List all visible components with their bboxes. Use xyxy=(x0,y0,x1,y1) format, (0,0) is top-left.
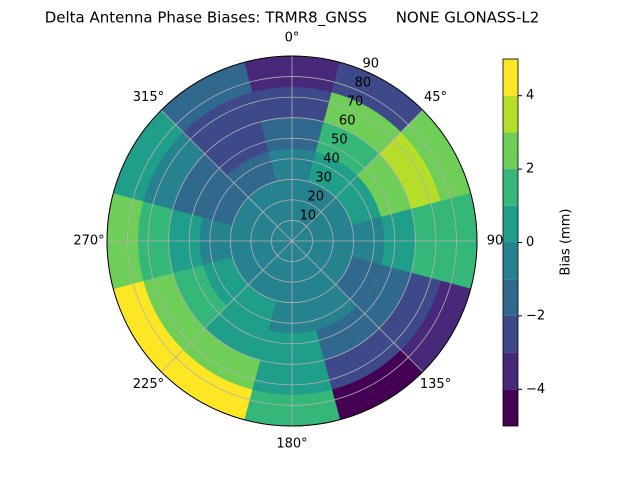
r-tick-label: 60 xyxy=(339,114,356,129)
colorbar-segment xyxy=(503,279,518,316)
colorbar-tick-label: −4 xyxy=(526,382,545,397)
polar-frame xyxy=(106,55,478,427)
colorbar-segment xyxy=(503,205,518,243)
theta-tick-label: 315° xyxy=(133,90,164,105)
colorbar-tick-label: 2 xyxy=(526,162,534,177)
grid-spoke xyxy=(160,109,293,242)
r-tick-label: 70 xyxy=(347,95,364,110)
colorbar-label: Bias (mm) xyxy=(559,209,574,276)
colorbar-tick-label: 0 xyxy=(526,235,534,250)
r-tick-label: 30 xyxy=(315,171,332,186)
theta-tick-label: 90 xyxy=(487,234,504,249)
colorbar-segment xyxy=(503,315,518,353)
chart-title: Delta Antenna Phase Biases: TRMR8_GNSS N… xyxy=(45,9,540,28)
r-tick-label: 90 xyxy=(363,57,380,72)
colorbar-tick-label: 4 xyxy=(526,88,534,103)
colorbar-segment xyxy=(503,352,518,390)
theta-tick-label: 0° xyxy=(285,31,300,46)
grid-spoke xyxy=(291,109,424,242)
colorbar-segment xyxy=(503,95,518,133)
r-tick-label: 50 xyxy=(331,133,348,148)
theta-tick-label: 225° xyxy=(133,377,164,392)
theta-tick-label: 135° xyxy=(420,377,451,392)
r-tick-label: 80 xyxy=(355,76,372,91)
r-tick-label: 20 xyxy=(307,190,324,205)
colorbar-segment xyxy=(503,169,518,206)
theta-tick-label: 180° xyxy=(276,437,307,452)
r-tick-label: 40 xyxy=(323,152,340,167)
colorbar-segment xyxy=(503,389,518,426)
theta-tick-label: 45° xyxy=(424,90,447,105)
colorbar-segment xyxy=(503,242,518,280)
r-tick-label: 10 xyxy=(300,209,317,224)
grid-spoke xyxy=(291,240,424,373)
theta-tick-label: 270° xyxy=(73,234,104,249)
colorbar-tick-label: −2 xyxy=(526,308,545,323)
colorbar-segment xyxy=(503,59,518,96)
colorbar-segment xyxy=(503,132,518,170)
grid-spoke xyxy=(160,240,293,373)
